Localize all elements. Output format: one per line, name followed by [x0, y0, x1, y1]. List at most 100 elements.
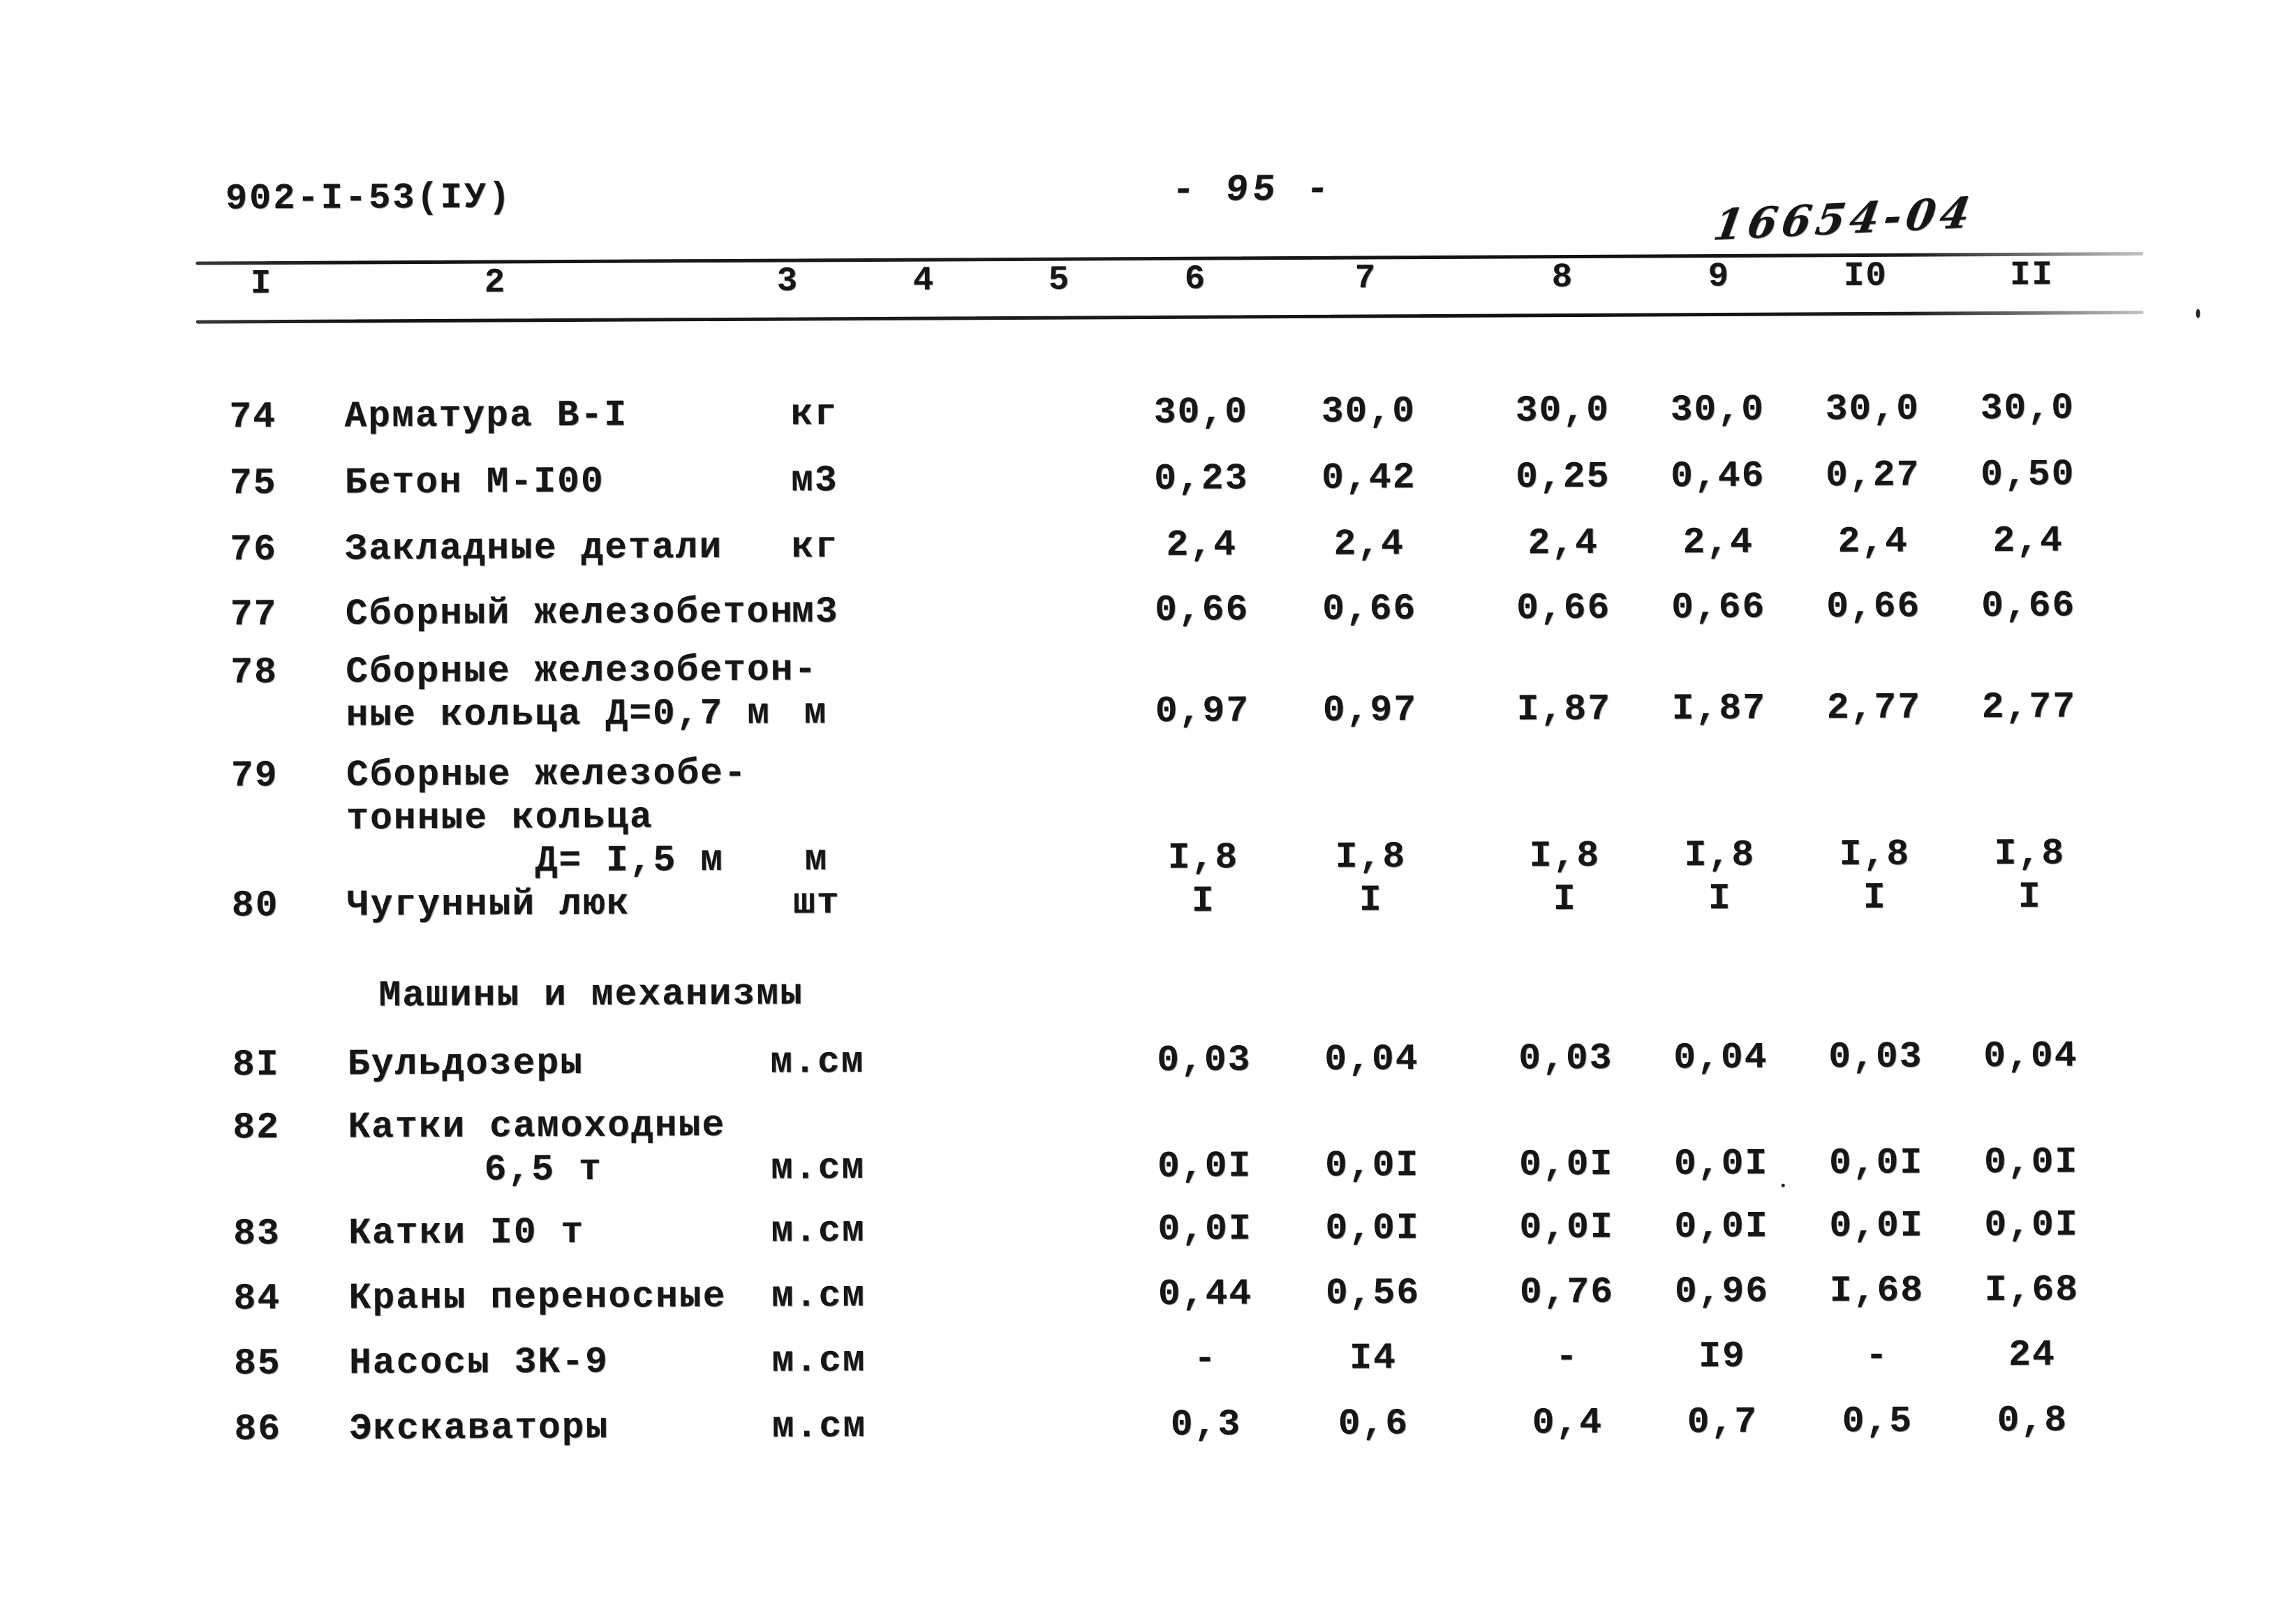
- column-header: 5: [1048, 260, 1071, 299]
- value-cell: I9: [1698, 1335, 1746, 1378]
- value-cell: 0,97: [1155, 690, 1250, 732]
- table-row: 85 Насосы 3К-9 м.см - I4 - I9 - 24: [3, 1333, 2296, 1385]
- column-header: 7: [1354, 258, 1377, 298]
- value-cell: 0,56: [1325, 1272, 1421, 1315]
- row-number: 74: [229, 396, 277, 438]
- value-cell: 30,0: [1515, 389, 1610, 432]
- value-cell: I,68: [1829, 1269, 1925, 1312]
- column-header: 8: [1551, 258, 1574, 297]
- row-number: 85: [233, 1343, 281, 1385]
- value-cell: 0,04: [1983, 1035, 2078, 1078]
- item-name: Катки I0 т: [348, 1211, 585, 1255]
- value-cell: 0,66: [1516, 586, 1611, 630]
- value-cell: 0,6: [1338, 1403, 1409, 1445]
- value-cell: 0,66: [1322, 588, 1417, 630]
- value-cell: 0,8: [1997, 1399, 2068, 1442]
- value-cell: 0,66: [1671, 586, 1766, 629]
- value-cell: -: [1555, 1336, 1580, 1379]
- unit-cell: м.см: [771, 1339, 866, 1382]
- row-number: 86: [234, 1408, 282, 1451]
- value-cell: 0,46: [1671, 454, 1765, 498]
- row-number: 77: [230, 593, 278, 636]
- value-cell: 0,0I: [1829, 1204, 1924, 1248]
- value-cell: I,8: [1684, 834, 1756, 877]
- table-row: 78 Сборные железобетон- ные кольца Д=0,7…: [0, 642, 2296, 736]
- item-name: Сборный железобетон: [345, 591, 794, 635]
- value-cell: 30,0: [1153, 391, 1249, 434]
- value-cell: 0,3: [1170, 1403, 1242, 1446]
- item-name: Бульдозеры: [347, 1042, 584, 1086]
- value-cell: 0,42: [1321, 457, 1416, 499]
- section-header: Машины и механизмы: [378, 972, 804, 1017]
- value-cell: 2,4: [1837, 520, 1909, 563]
- value-cell: 0,0I: [1674, 1205, 1769, 1248]
- value-cell: 0,03: [1828, 1035, 1923, 1079]
- table-row: 75 Бетон М-I00 м3 0,23 0,42 0,25 0,46 0,…: [0, 453, 2295, 505]
- item-name: Д= I,5 м: [535, 838, 725, 882]
- value-cell: 2,4: [1166, 524, 1238, 566]
- unit-cell: м3: [791, 591, 839, 633]
- row-number: 83: [232, 1213, 281, 1255]
- column-header: I0: [1843, 256, 1888, 296]
- value-cell: 0,4: [1532, 1401, 1604, 1444]
- item-name: Катки самоходные: [348, 1104, 726, 1148]
- value-cell: I: [1862, 876, 1887, 919]
- value-cell: 0,0I: [1518, 1143, 1614, 1186]
- value-cell: 30,0: [1321, 390, 1416, 433]
- value-cell: 0,04: [1324, 1038, 1419, 1081]
- item-name: Насосы 3К-9: [348, 1340, 609, 1384]
- row-number: 80: [231, 885, 279, 927]
- value-cell: 0,0I: [1325, 1207, 1420, 1250]
- item-name: Бетон М-I00: [344, 460, 605, 504]
- column-header: 3: [776, 261, 799, 301]
- value-cell: I,8: [1167, 836, 1239, 879]
- unit-cell: м3: [790, 459, 838, 502]
- column-header: 6: [1184, 259, 1207, 299]
- unit-cell: кг: [791, 526, 839, 568]
- value-cell: I: [1553, 878, 1577, 921]
- value-cell: I,8: [1994, 832, 2066, 875]
- value-cell: I: [1191, 880, 1215, 922]
- value-cell: 0,0I: [1828, 1141, 1924, 1185]
- table-row: 8I Бульдозеры м.см 0,03 0,04 0,03 0,04 0…: [2, 1035, 2296, 1086]
- unit-cell: м.см: [770, 1040, 865, 1083]
- value-cell: 0,97: [1322, 689, 1418, 732]
- table-row: 83 Катки I0 т м.см 0,0I 0,0I 0,0I 0,0I 0…: [3, 1204, 2296, 1255]
- value-cell: I: [1708, 877, 1732, 920]
- value-cell: 0,04: [1673, 1036, 1768, 1079]
- value-cell: 2,4: [1333, 523, 1405, 565]
- item-name: 6,5 т: [484, 1148, 602, 1191]
- row-number: 76: [230, 528, 278, 571]
- value-cell: 2,4: [1682, 521, 1754, 564]
- page-number: - 95 -: [1169, 168, 1335, 212]
- row-number: 8I: [232, 1044, 280, 1086]
- row-number: 84: [233, 1278, 281, 1320]
- value-cell: 0,0I: [1673, 1142, 1769, 1185]
- scan-speck: [2195, 309, 2200, 318]
- table-row: 82 Катки самоходные 6,5 т м.см 0,0I 0,0I…: [2, 1097, 2296, 1191]
- item-name: Экскаваторы: [349, 1406, 609, 1450]
- value-cell: I: [1358, 879, 1383, 922]
- item-name: Чугунный люк: [346, 882, 630, 926]
- value-cell: 30,0: [1670, 388, 1765, 431]
- value-cell: I4: [1349, 1337, 1397, 1380]
- table-row: 76 Закладные детали кг 2,4 2,4 2,4 2,4 2…: [0, 519, 2295, 571]
- value-cell: 0,0I: [1157, 1208, 1252, 1250]
- value-cell: 0,66: [1155, 589, 1250, 631]
- value-cell: 2,4: [1527, 522, 1599, 565]
- value-cell: 0,76: [1519, 1271, 1615, 1314]
- value-cell: 0,66: [1980, 584, 2076, 628]
- value-cell: I,87: [1671, 687, 1767, 730]
- item-name: Сборные железобе-: [346, 752, 748, 797]
- row-number: 75: [229, 462, 277, 505]
- column-header: 4: [912, 260, 935, 300]
- value-cell: I,8: [1529, 834, 1601, 878]
- table-header-rule: [195, 311, 2144, 324]
- item-name: Арматура В-I: [344, 394, 628, 438]
- value-cell: 0,0I: [1984, 1204, 2079, 1247]
- value-cell: 0,66: [1825, 585, 1921, 628]
- value-cell: 0,96: [1674, 1270, 1770, 1313]
- value-cell: 0,50: [1980, 453, 2075, 496]
- row-number: 78: [230, 651, 278, 694]
